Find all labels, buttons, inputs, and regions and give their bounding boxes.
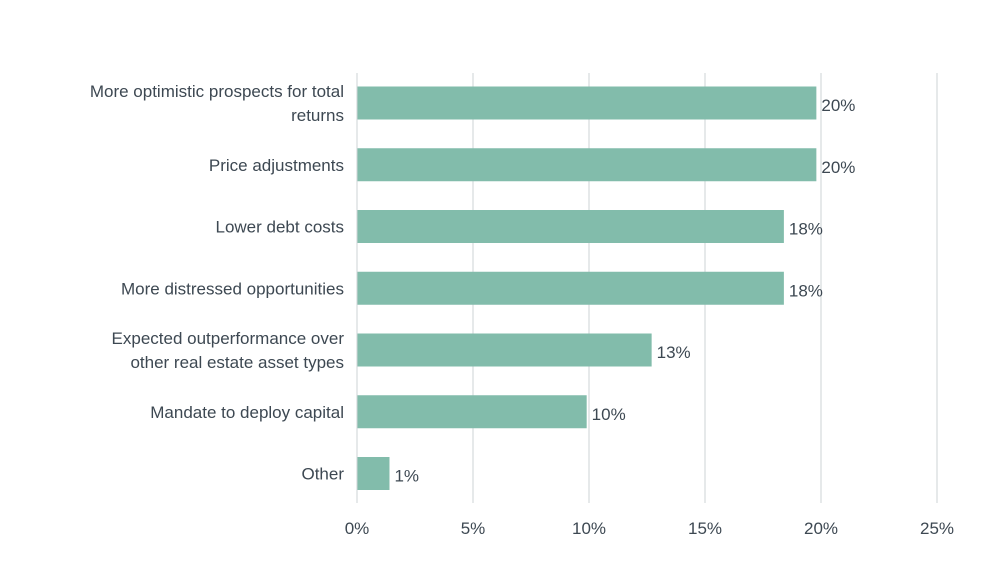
category-label-line: returns — [291, 106, 344, 125]
bar — [357, 271, 784, 305]
category-label: Other — [301, 465, 344, 484]
bar — [357, 333, 652, 367]
value-label: 1% — [394, 467, 419, 486]
category-label: More optimistic prospects for total retur… — [90, 82, 344, 125]
x-tick-label: 15% — [688, 519, 722, 538]
x-tick-label: 10% — [572, 519, 606, 538]
category-label-line: Expected outperformance over — [112, 329, 345, 348]
category-label-line: other real estate asset types — [130, 353, 344, 372]
value-label: 20% — [821, 96, 855, 115]
category-label: Price adjustments — [209, 156, 344, 175]
x-tick-label: 25% — [920, 519, 954, 538]
value-label: 20% — [821, 158, 855, 177]
category-labels: More optimistic prospects for total retur… — [90, 82, 344, 484]
category-label: Lower debt costs — [215, 218, 344, 237]
category-label-line: More distressed opportunities — [121, 279, 344, 298]
category-label-line: Price adjustments — [209, 156, 344, 175]
bar — [357, 457, 390, 490]
value-label: 18% — [789, 281, 823, 300]
category-label-line: Mandate to deploy capital — [150, 403, 344, 422]
category-label: Expected outperformance over other real e… — [112, 329, 345, 372]
value-labels: 20% 20% 18% 18% 13% 10% 1% — [394, 96, 855, 486]
bar — [357, 86, 817, 120]
bar — [357, 210, 784, 243]
bars — [357, 86, 817, 490]
category-label: Mandate to deploy capital — [150, 403, 344, 422]
x-tick-label: 0% — [345, 519, 370, 538]
bar — [357, 395, 587, 429]
value-label: 13% — [657, 343, 691, 362]
category-label: More distressed opportunities — [121, 279, 344, 298]
value-label: 10% — [592, 405, 626, 424]
value-label: 18% — [789, 220, 823, 239]
bar — [357, 148, 817, 182]
category-label-line: Lower debt costs — [215, 218, 344, 237]
x-tick-label: 5% — [461, 519, 486, 538]
category-label-line: More optimistic prospects for total — [90, 82, 344, 101]
category-label-line: Other — [301, 465, 344, 484]
x-tick-label: 20% — [804, 519, 838, 538]
x-axis-tick-labels: 0% 5% 10% 15% 20% 25% — [345, 519, 954, 538]
